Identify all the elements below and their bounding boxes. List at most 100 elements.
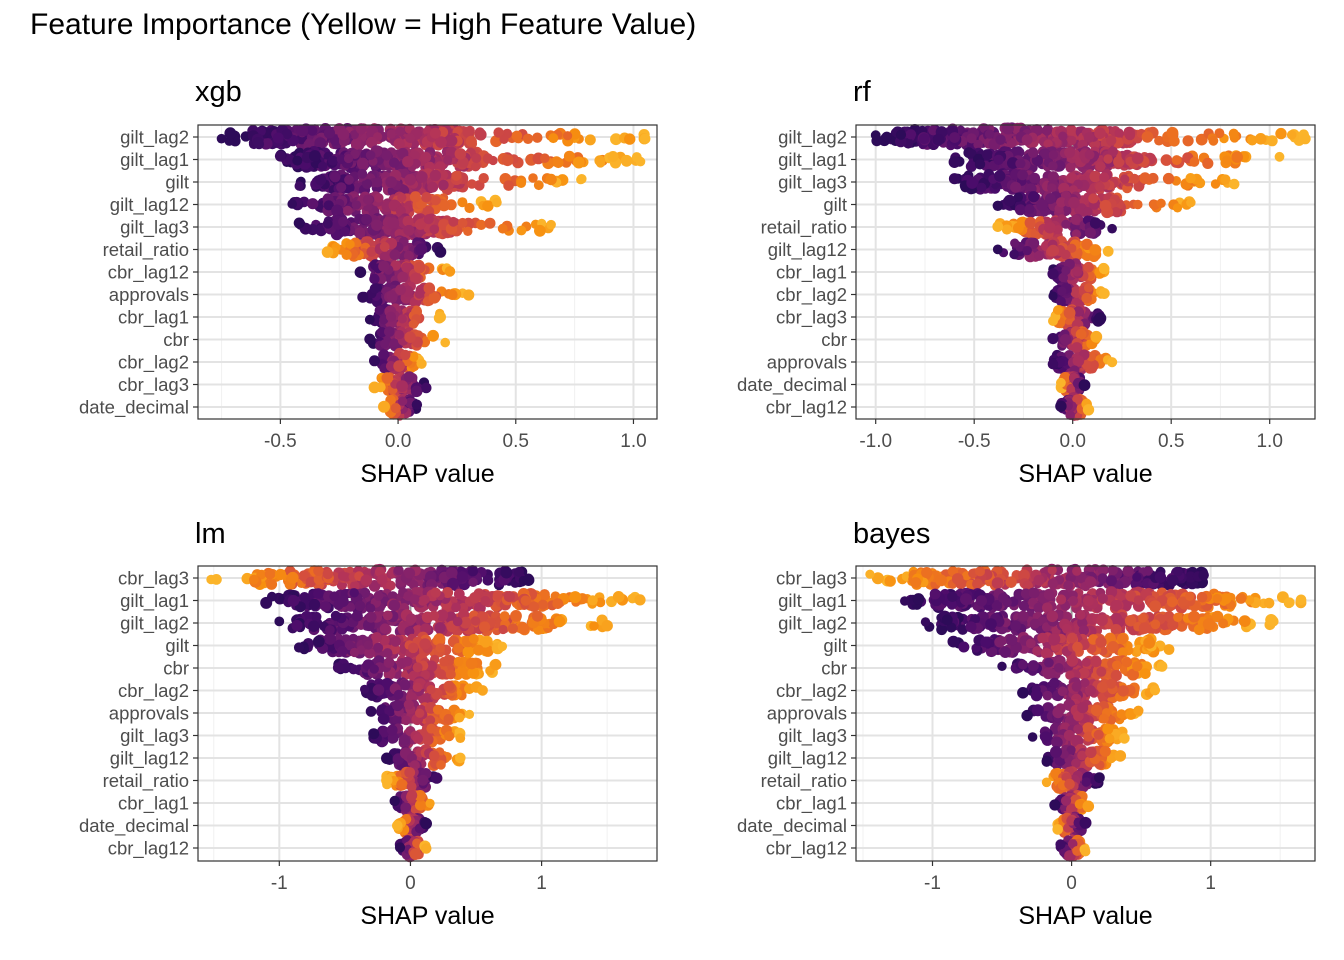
y-tick-label: gilt_lag3 — [120, 725, 189, 747]
shap-point — [501, 154, 514, 167]
shap-point — [403, 224, 415, 236]
shap-point — [446, 135, 458, 147]
shap-point — [249, 574, 259, 585]
shap-point — [430, 195, 441, 206]
shap-point — [394, 329, 404, 340]
shap-point — [401, 262, 412, 273]
shap-point — [382, 610, 393, 621]
shap-point — [427, 329, 439, 342]
shap-point — [1099, 172, 1110, 183]
x-tick-label: 0 — [405, 873, 416, 894]
shap-point — [350, 138, 362, 150]
shap-point — [546, 219, 556, 230]
shap-point — [966, 133, 977, 144]
shap-point — [1022, 245, 1032, 256]
shap-point — [522, 574, 535, 586]
shap-point — [1024, 216, 1037, 229]
y-tick-label: gilt_lag3 — [778, 172, 847, 194]
shap-point — [421, 382, 432, 393]
shap-point — [252, 137, 264, 148]
shap-point — [465, 657, 478, 670]
shap-point — [463, 226, 473, 236]
shap-point — [337, 595, 349, 608]
shap-point — [1160, 154, 1173, 166]
shap-point — [490, 135, 502, 148]
shap-point — [462, 646, 475, 658]
shap-point — [992, 200, 1003, 211]
shap-point — [336, 182, 347, 193]
shap-point — [323, 219, 333, 229]
shap-point — [404, 174, 417, 186]
shap-point — [404, 331, 416, 344]
shap-point — [361, 214, 372, 225]
shap-point — [410, 272, 422, 285]
shap-point — [390, 636, 401, 647]
shap-point — [389, 249, 401, 261]
shap-point — [607, 151, 619, 162]
shap-point — [395, 126, 406, 137]
shap-point — [1299, 133, 1311, 145]
shap-point — [444, 266, 456, 277]
shap-point — [378, 713, 390, 725]
x-tick-label: 0.5 — [1158, 431, 1184, 452]
shap-point — [1083, 132, 1095, 143]
shap-point — [994, 170, 1006, 182]
shap-point — [463, 289, 475, 301]
shap-point — [402, 656, 413, 667]
shap-point — [379, 241, 390, 252]
shap-point — [345, 239, 355, 249]
shap-point — [1047, 333, 1059, 345]
y-tick-label: cbr — [163, 329, 189, 350]
feature-points-retail_ratio — [321, 235, 447, 264]
shap-point — [470, 162, 481, 172]
shap-point — [397, 779, 407, 789]
shap-point — [935, 574, 947, 587]
shap-point — [520, 595, 531, 606]
shap-point — [1102, 245, 1114, 257]
y-tick-label: approvals — [109, 284, 189, 305]
shap-point — [365, 136, 378, 149]
shap-point — [1186, 197, 1196, 208]
shap-point — [1095, 161, 1106, 172]
shap-point — [412, 662, 423, 673]
shap-point — [1089, 217, 1102, 229]
shap-point — [453, 588, 465, 600]
shap-point — [454, 148, 467, 160]
shap-point — [274, 568, 287, 581]
shap-point — [362, 194, 374, 205]
shap-point — [500, 566, 513, 579]
shap-point — [532, 132, 543, 143]
shap-point — [447, 289, 458, 301]
y-tick-label: date_decimal — [79, 815, 189, 837]
y-tick-label: gilt_lag1 — [120, 149, 189, 171]
shap-point — [1001, 224, 1013, 235]
shap-point — [1059, 334, 1072, 346]
shap-point — [1056, 377, 1066, 388]
shap-point — [409, 191, 421, 203]
shap-point — [455, 733, 466, 743]
x-tick-label: 1.0 — [1256, 431, 1282, 452]
shap-point — [1082, 404, 1095, 416]
shap-point — [467, 179, 477, 189]
shap-point — [1189, 156, 1200, 167]
shap-point — [423, 214, 434, 225]
shap-point — [1090, 330, 1103, 343]
shap-point — [374, 193, 384, 203]
shap-point — [1001, 122, 1014, 135]
shap-point — [374, 305, 384, 315]
y-tick-label: retail_ratio — [103, 239, 189, 261]
shap-point — [402, 156, 414, 168]
shap-point — [323, 200, 334, 211]
shap-point — [624, 133, 636, 145]
shap-point — [351, 200, 362, 210]
shap-point — [490, 658, 502, 671]
shap-point — [396, 380, 408, 392]
shap-point — [415, 708, 425, 718]
shap-point — [385, 311, 397, 322]
shap-point — [272, 132, 284, 144]
shap-point — [528, 173, 538, 183]
shap-point — [1017, 169, 1028, 181]
shap-point — [1010, 238, 1020, 248]
shap-point — [394, 842, 406, 853]
shap-point — [355, 123, 367, 135]
